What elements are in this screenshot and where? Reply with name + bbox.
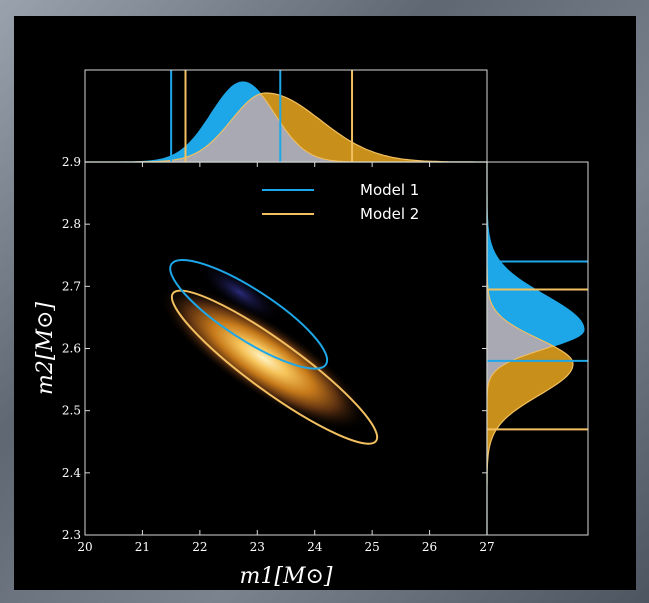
y-tick-label: 2.7 bbox=[62, 279, 81, 293]
x-axis-label: m1[M⊙] bbox=[240, 564, 333, 589]
density-heatmap bbox=[158, 284, 368, 431]
density-blue-region bbox=[197, 262, 283, 323]
model-1-contour bbox=[169, 258, 329, 370]
model-2-contour bbox=[170, 289, 379, 445]
x-tick-label: 22 bbox=[192, 540, 207, 554]
x-tick-label: 24 bbox=[307, 540, 323, 554]
m2-overlap-region bbox=[486, 162, 555, 535]
x-tick-label: 26 bbox=[422, 540, 437, 554]
y-axis-label: m2[M⊙] bbox=[33, 302, 58, 395]
top-axes-frame bbox=[84, 69, 488, 163]
x-tick-label: 20 bbox=[77, 540, 92, 554]
y-tick-label: 2.3 bbox=[62, 528, 81, 542]
y-tick-label: 2.4 bbox=[62, 466, 81, 480]
y-tick-label: 2.5 bbox=[62, 404, 81, 418]
x-tick-label: 21 bbox=[135, 540, 150, 554]
y-tick-label: 2.9 bbox=[62, 155, 81, 169]
legend-label-model-1: Model 1 bbox=[360, 181, 419, 199]
x-tick-label: 25 bbox=[365, 540, 380, 554]
x-tick-label: 23 bbox=[250, 540, 265, 554]
y-tick-label: 2.6 bbox=[62, 342, 81, 356]
x-tick-label: 27 bbox=[479, 540, 494, 554]
legend-label-model-2: Model 2 bbox=[360, 205, 419, 223]
y-tick-label: 2.8 bbox=[62, 217, 81, 231]
